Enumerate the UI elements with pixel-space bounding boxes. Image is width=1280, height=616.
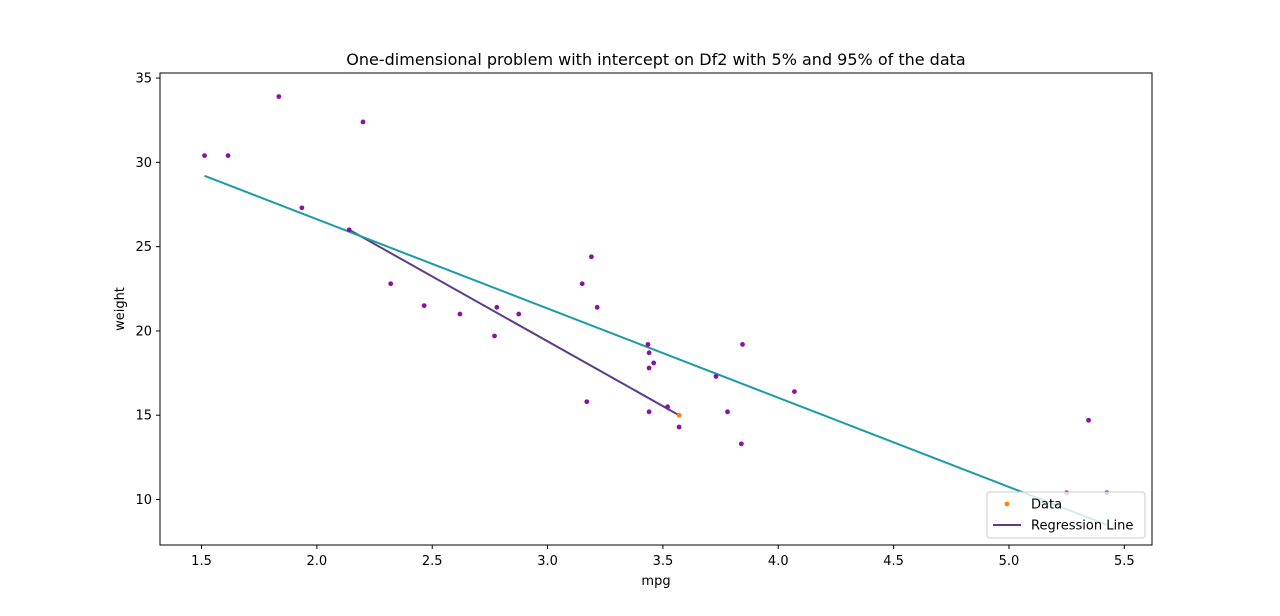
data-point <box>740 342 745 347</box>
data-point <box>388 281 394 287</box>
x-tick-label: 3.0 <box>537 554 558 569</box>
plot-marks <box>202 94 1110 526</box>
data-point <box>651 360 657 366</box>
data-point <box>421 303 427 309</box>
data-point <box>646 350 652 356</box>
x-axis-ticks: 1.5 2.0 2.5 3.0 3.5 4.0 4.5 5.0 5.5 <box>191 545 1135 569</box>
data-point <box>516 311 522 317</box>
data-point <box>665 404 670 410</box>
data-point <box>299 205 305 211</box>
data-point <box>738 441 744 447</box>
fit-line <box>204 174 1108 526</box>
legend-label: Regression Line <box>1031 519 1133 534</box>
data-point <box>645 342 651 347</box>
highlight-data-point <box>676 412 682 418</box>
x-tick-label: 4.0 <box>768 554 789 569</box>
y-axis-ticks: 10 15 20 25 30 35 <box>135 72 160 508</box>
chart-title: One-dimensional problem with intercept o… <box>346 50 965 69</box>
x-tick-label: 4.5 <box>883 554 904 569</box>
y-tick-label: 25 <box>135 240 152 255</box>
x-tick-label: 5.0 <box>999 554 1020 569</box>
x-tick-label: 2.5 <box>422 554 443 569</box>
data-point <box>713 374 719 379</box>
plot-frame <box>159 72 1153 546</box>
legend-box <box>986 491 1146 539</box>
x-tick-label: 5.5 <box>1114 554 1135 569</box>
x-tick-label: 2.0 <box>307 554 328 569</box>
y-tick-label: 35 <box>135 72 152 87</box>
data-point <box>646 365 652 371</box>
x-axis-label: mpg <box>641 574 670 589</box>
y-tick-label: 20 <box>135 324 152 339</box>
data-point <box>584 399 590 405</box>
x-tick-label: 1.5 <box>191 554 212 569</box>
data-point <box>792 389 797 394</box>
data-point <box>360 119 366 125</box>
y-axis-label: weight <box>113 287 128 331</box>
legend-label: Data <box>1031 498 1062 513</box>
legend-marker <box>1004 501 1010 507</box>
data-point <box>225 153 231 159</box>
data-point <box>725 409 730 415</box>
data-point <box>594 304 600 310</box>
y-tick-label: 10 <box>135 493 152 508</box>
regression-line <box>348 228 680 417</box>
x-tick-label: 3.5 <box>653 554 674 569</box>
data-point <box>492 333 497 339</box>
data-point <box>346 227 352 233</box>
data-point <box>646 409 652 415</box>
data-point <box>589 254 594 260</box>
data-point <box>276 94 282 99</box>
y-tick-label: 30 <box>135 156 152 171</box>
data-point <box>494 304 500 310</box>
data-point <box>676 424 682 430</box>
data-point <box>457 311 463 317</box>
legend: Data Regression Line <box>986 491 1146 539</box>
data-point <box>1086 417 1091 423</box>
y-tick-label: 15 <box>135 409 152 424</box>
data-point <box>579 281 585 287</box>
data-point <box>202 153 207 159</box>
